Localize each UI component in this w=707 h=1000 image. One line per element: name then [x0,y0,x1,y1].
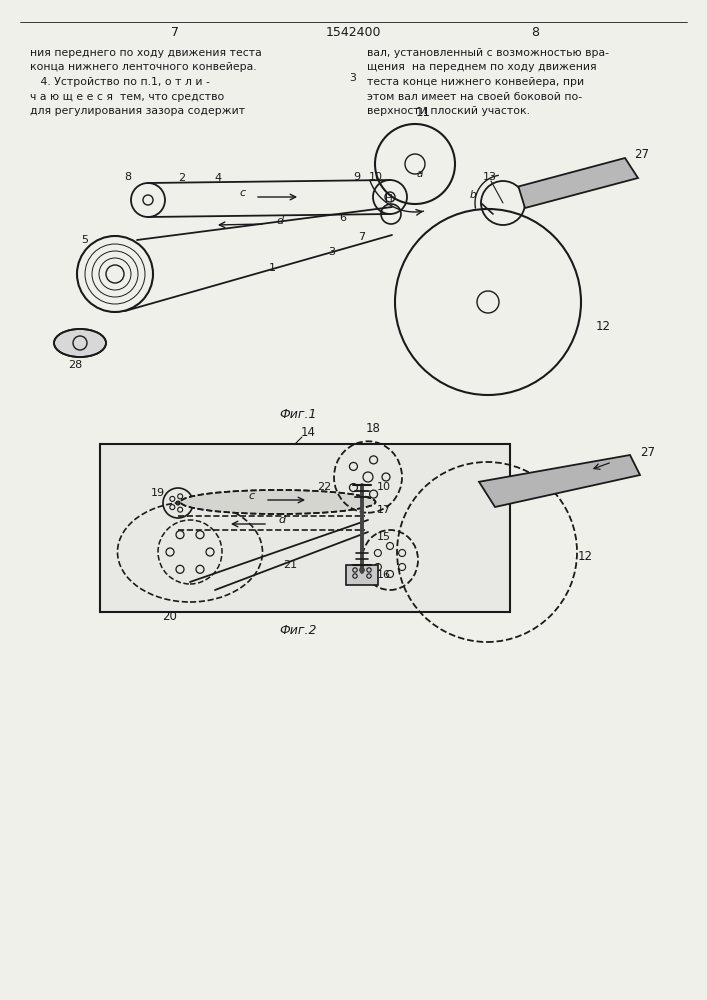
Text: 3: 3 [349,73,356,83]
Text: 6: 6 [339,213,346,223]
Text: ния переднего по ходу движения теста: ния переднего по ходу движения теста [30,48,262,58]
Text: Фиг.2: Фиг.2 [279,624,317,637]
Text: 7: 7 [171,25,179,38]
Text: щения  на переднем по ходу движения: щения на переднем по ходу движения [367,62,597,73]
Text: 17: 17 [377,505,391,515]
Text: верхности плоский участок.: верхности плоский участок. [367,106,530,116]
Text: 8: 8 [531,25,539,38]
Text: b: b [469,190,477,200]
Text: d: d [279,515,286,525]
Text: 2: 2 [178,173,185,183]
Text: вал, установленный с возможностью вра-: вал, установленный с возможностью вра- [367,48,609,58]
Text: 15: 15 [377,532,391,542]
Text: 1: 1 [269,263,276,273]
Text: 19: 19 [151,488,165,498]
Text: 12: 12 [596,320,611,334]
Text: 22: 22 [317,482,331,492]
Text: 16: 16 [377,570,391,580]
Polygon shape [479,455,640,507]
Text: a: a [417,169,423,179]
Text: 18: 18 [366,422,380,436]
Text: 3: 3 [329,247,336,257]
Text: 27: 27 [641,446,655,458]
Text: 4. Устройство по п.1, о т л и -: 4. Устройство по п.1, о т л и - [30,77,210,87]
Text: 11: 11 [416,105,431,118]
Text: 4: 4 [214,173,221,183]
Text: 13: 13 [483,172,497,182]
Text: 12: 12 [578,550,592,564]
Text: 7: 7 [358,232,366,242]
FancyBboxPatch shape [100,444,510,612]
Text: c: c [240,188,246,198]
Ellipse shape [180,490,375,514]
Text: H: H [385,194,393,204]
Text: 8: 8 [124,172,132,182]
Text: 10: 10 [377,482,391,492]
Text: ч а ю щ е е с я  тем, что средство: ч а ю щ е е с я тем, что средство [30,92,224,102]
Ellipse shape [54,329,106,357]
Text: Фиг.1: Фиг.1 [279,408,317,422]
Text: 21: 21 [283,560,297,570]
Text: d: d [276,216,284,226]
Text: теста конце нижнего конвейера, при: теста конце нижнего конвейера, при [367,77,584,87]
Text: 20: 20 [163,610,177,624]
Text: c: c [249,491,255,501]
Text: 9: 9 [354,172,361,182]
Text: 10: 10 [369,172,383,182]
Text: для регулирования зазора содержит: для регулирования зазора содержит [30,106,245,116]
Polygon shape [518,158,638,208]
FancyBboxPatch shape [346,565,378,585]
Text: этом вал имеет на своей боковой по-: этом вал имеет на своей боковой по- [367,92,582,102]
Text: 5: 5 [81,235,88,245]
Text: 27: 27 [634,148,650,161]
Circle shape [176,501,180,505]
Text: 28: 28 [68,360,82,370]
Text: 14: 14 [300,426,315,440]
Text: 1542400: 1542400 [325,25,381,38]
Text: конца нижнего ленточного конвейера.: конца нижнего ленточного конвейера. [30,62,257,73]
